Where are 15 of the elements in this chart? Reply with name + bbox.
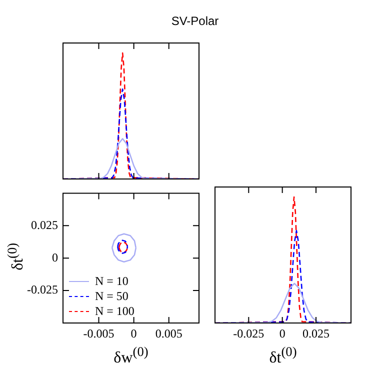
x-axis-title: δt$^{(0)}$ [268, 344, 298, 368]
x-tick-label: -0.005 [83, 326, 114, 340]
legend-label: N = 100 [95, 304, 134, 319]
x-tick-label: 0.025 [302, 326, 330, 340]
x-tick-label: 0.005 [155, 326, 182, 340]
chart-title: SV-Polar [170, 14, 220, 28]
legend-label: N = 50 [95, 289, 128, 304]
x-tick-label: -0.025 [233, 326, 264, 340]
legend-label: N = 10 [95, 274, 128, 289]
y-tick-label: 0 [52, 250, 58, 264]
x-tick-label: 0 [279, 326, 286, 340]
y-tick-label: -0.025 [27, 282, 58, 297]
x-axis-title: δw$^{(0)}$ [112, 344, 150, 368]
x-tick-label: 0 [130, 326, 137, 340]
y-tick-label: 0.025 [31, 218, 58, 232]
